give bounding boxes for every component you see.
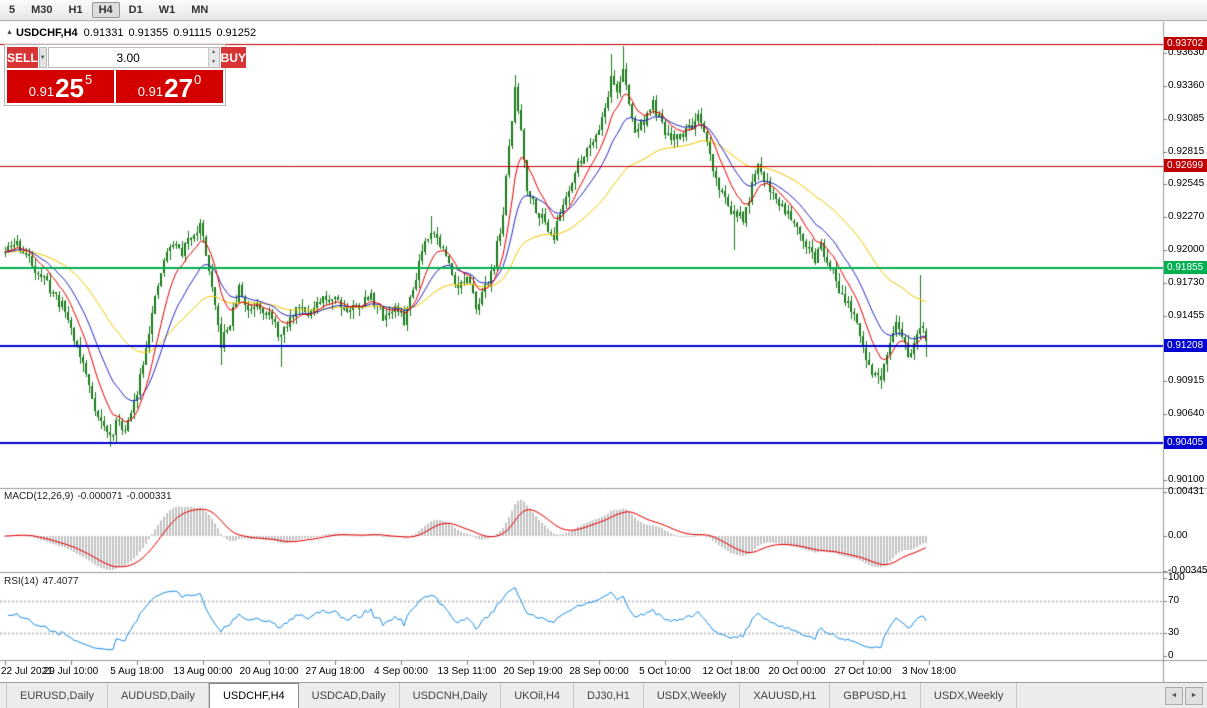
- buy-button[interactable]: BUY: [220, 47, 246, 68]
- rsi-indicator-label: RSI(14) 47.4077: [4, 576, 79, 587]
- macd-axis-label: 0.00: [1168, 530, 1188, 541]
- timeframe-button-mn[interactable]: MN: [191, 4, 209, 16]
- timeframe-button-w1[interactable]: W1: [158, 4, 176, 16]
- chart-tab-bar: EURUSD,Daily AUDUSD,Daily USDCHF,H4 USDCAD,…: [0, 682, 1207, 708]
- bid-big-digits: 25: [55, 73, 84, 103]
- ohlc-close: 0.91252: [216, 27, 257, 39]
- ohlc-open: 0.91331: [83, 27, 124, 39]
- rsi-axis-label: 70: [1168, 595, 1180, 607]
- time-axis-label: 13 Aug 00:00: [173, 666, 233, 677]
- price-axis-label: 0.92000: [1168, 244, 1205, 256]
- volume-field: ▲ ▼: [47, 47, 220, 68]
- chart-header: ▲ USDCHF,H4 0.91331 0.91355 0.91115 0.91252: [6, 27, 261, 39]
- tab-scroll-controls: ◄ ►: [1165, 683, 1207, 708]
- chevron-down-icon: ▼: [39, 54, 46, 61]
- tab-gbpusd-h1[interactable]: GBPUSD,H1: [830, 683, 921, 708]
- tab-usdcad-daily[interactable]: USDCAD,Daily: [299, 683, 400, 708]
- time-axis-label: 27 Oct 10:00: [834, 666, 892, 677]
- time-axis-label: 12 Oct 18:00: [702, 666, 760, 677]
- volume-increase-button[interactable]: ▲: [207, 48, 219, 58]
- timeframe-button-h1[interactable]: H1: [68, 4, 83, 16]
- time-axis-label: 27 Aug 18:00: [305, 666, 365, 677]
- time-axis-label: 20 Oct 00:00: [768, 666, 826, 677]
- price-axis-label: 0.92545: [1168, 178, 1205, 190]
- time-axis-label: 5 Oct 10:00: [639, 666, 691, 677]
- time-axis-label: 13 Sep 11:00: [437, 666, 497, 677]
- time-axis-label: 20 Aug 10:00: [239, 666, 299, 677]
- ask-pip-digit: 0: [194, 72, 202, 87]
- rsi-axis-label: 0: [1168, 650, 1174, 661]
- price-line-badge: 0.93702: [1164, 37, 1207, 51]
- price-axis-label: 0.92815: [1168, 145, 1205, 157]
- chart-canvas[interactable]: [0, 22, 1207, 682]
- tab-xauusd-h1[interactable]: XAUUSD,H1: [740, 683, 831, 708]
- price-line-badge: 0.90405: [1164, 435, 1207, 449]
- sell-button[interactable]: SELL: [7, 47, 38, 68]
- rsi-axis-label: 30: [1168, 626, 1180, 638]
- time-axis-label: 4 Sep 00:00: [374, 666, 428, 677]
- ask-price-button[interactable]: 0.91 27 0: [116, 70, 223, 103]
- chart-window: ▲ USDCHF,H4 0.91331 0.91355 0.91115 0.91252 S…: [0, 22, 1207, 682]
- time-axis-label: 5 Aug 18:00: [110, 666, 164, 677]
- volume-decrease-button[interactable]: ▼: [207, 57, 219, 67]
- timeframe-button-5[interactable]: 5: [9, 4, 16, 16]
- price-line-badge: 0.92699: [1164, 158, 1207, 172]
- timeframe-toolbar: 5 M30 H1 H4 D1 W1 MN: [0, 0, 1207, 21]
- time-axis-label: 29 Jul 10:00: [43, 666, 99, 677]
- price-axis-label: 0.90915: [1168, 375, 1205, 387]
- bid-pip-digit: 5: [85, 72, 93, 87]
- price-line-badge: 0.91855: [1164, 260, 1207, 274]
- time-axis-label: 3 Nov 18:00: [902, 666, 956, 677]
- price-axis-label: 0.91730: [1168, 276, 1205, 288]
- timeframe-button-d1[interactable]: D1: [128, 4, 143, 16]
- tab-usdcnh-daily[interactable]: USDCNH,Daily: [400, 683, 502, 708]
- ask-prefix: 0.91: [137, 84, 164, 99]
- tab-scroll-right-button[interactable]: ►: [1185, 686, 1203, 705]
- ask-big-digits: 27: [164, 73, 193, 103]
- macd-indicator-label: MACD(12,26,9) -0.000071 -0.000331: [4, 491, 172, 502]
- ohlc-high: 0.91355: [128, 27, 169, 39]
- rsi-axis-label: 100: [1168, 572, 1185, 583]
- tab-eurusd-daily[interactable]: EURUSD,Daily: [6, 683, 108, 708]
- tab-scroll-left-button[interactable]: ◄: [1165, 686, 1183, 705]
- volume-input[interactable]: [48, 48, 208, 67]
- macd-axis-label: 0.00431: [1168, 485, 1205, 497]
- symbol-period-label: USDCHF,H4: [15, 27, 78, 39]
- tab-usdx-weekly[interactable]: USDX,Weekly: [644, 683, 741, 708]
- ohlc-low: 0.91115: [173, 27, 212, 39]
- bid-prefix: 0.91: [28, 84, 55, 99]
- macd-axis-label: -0.00345: [1168, 565, 1207, 577]
- price-axis-label: 0.90100: [1168, 473, 1205, 485]
- tab-dj30-h1[interactable]: DJ30,H1: [574, 683, 644, 708]
- price-axis-label: 0.93630: [1168, 46, 1205, 58]
- tab-usdchf-h4[interactable]: USDCHF,H4: [208, 683, 299, 708]
- price-axis-label: 0.90640: [1168, 408, 1205, 420]
- time-axis-label: 22 Jul 2021: [1, 666, 53, 677]
- tab-ukoil-h4[interactable]: UKOil,H4: [501, 683, 575, 708]
- bid-price-button[interactable]: 0.91 25 5: [7, 70, 114, 103]
- volume-spinner: ▲ ▼: [207, 48, 219, 67]
- volume-dropdown-button[interactable]: ▼: [38, 47, 47, 68]
- time-axis-label: 20 Sep 19:00: [503, 666, 563, 677]
- time-axis-label: 28 Sep 00:00: [569, 666, 629, 677]
- tab-usdx-weekly[interactable]: USDX,Weekly: [921, 683, 1018, 708]
- price-axis-label: 0.93360: [1168, 79, 1205, 91]
- timeframe-button-h4[interactable]: H4: [91, 2, 120, 18]
- tab-audusd-daily[interactable]: AUDUSD,Daily: [108, 683, 209, 708]
- collapse-icon[interactable]: ▲: [6, 29, 13, 36]
- price-line-badge: 0.91208: [1164, 338, 1207, 352]
- price-axis-label: 0.93085: [1168, 112, 1205, 124]
- price-axis-label: 0.91455: [1168, 309, 1205, 321]
- price-axis-label: 0.92270: [1168, 211, 1205, 223]
- timeframe-button-m30[interactable]: M30: [31, 4, 53, 16]
